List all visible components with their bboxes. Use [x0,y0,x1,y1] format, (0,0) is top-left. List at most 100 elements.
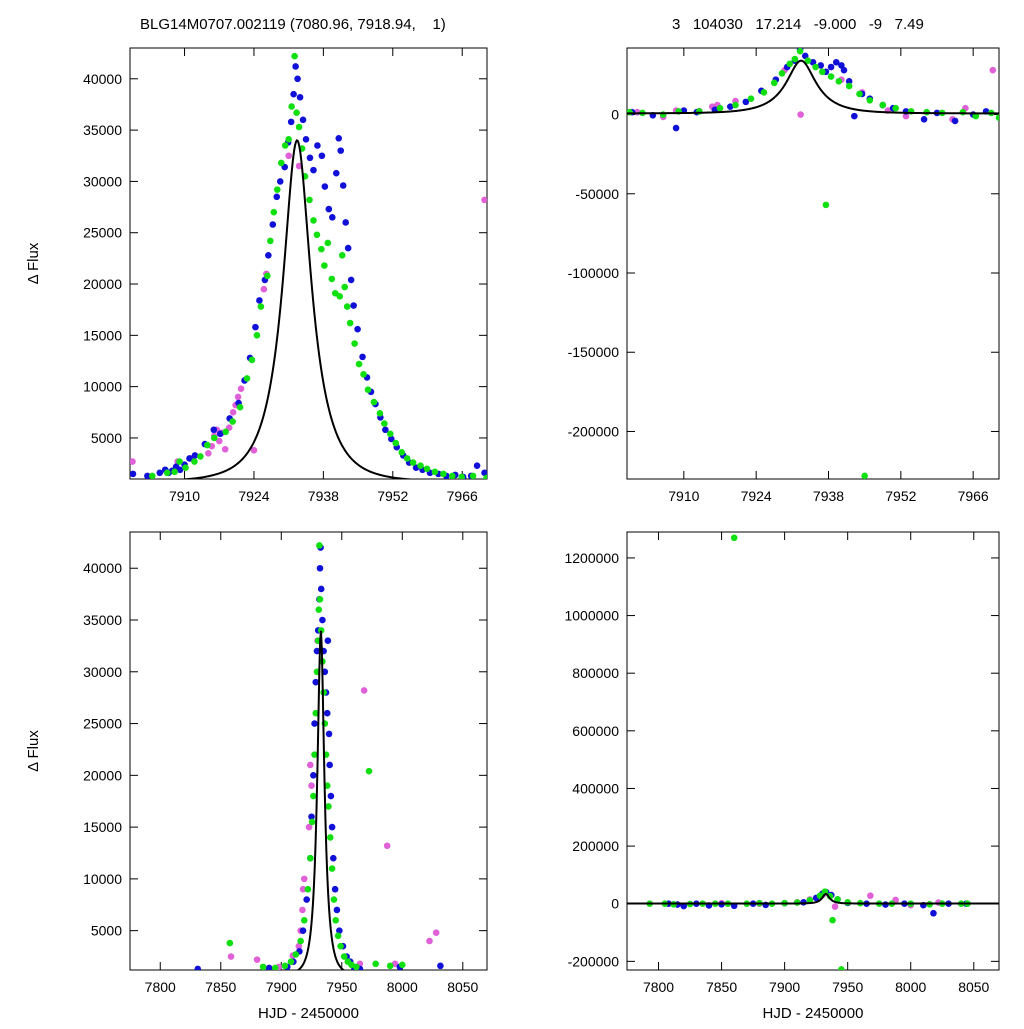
data-point-green [355,360,363,368]
data-point-green [834,896,841,903]
data-point-green [308,818,316,826]
data-point-blue [299,927,307,934]
data-point-magenta [797,111,804,118]
data-point-blue [269,221,277,228]
data-point-magenta [299,885,307,893]
data-point-green [365,767,373,775]
data-point-green [311,751,318,758]
y-tick-label: 800000 [572,665,619,681]
data-point-green [372,960,379,968]
x-tick-label: 7924 [238,488,269,504]
data-point-green [236,403,244,411]
data-point-green [351,340,358,347]
data-point-green [972,112,980,120]
data-point-green [386,962,394,970]
data-point-magenta [308,782,315,789]
data-point-blue [194,965,202,970]
x-tick-label: 7950 [326,979,357,995]
x-tick-label: 8000 [387,979,418,995]
data-point-green [271,964,279,970]
data-point-green [835,77,843,85]
data-point-green [376,410,384,417]
data-point-green [285,136,292,143]
data-point-green [259,963,267,970]
data-point-blue [672,124,680,132]
data-point-green [297,937,304,945]
data-point-green [281,142,289,149]
data-point-green [861,472,868,479]
data-point-magenta [237,385,245,392]
data-point-blue [310,166,317,174]
y-tick-label: 20000 [83,767,122,783]
data-point-magenta [227,953,235,960]
data-point-green [338,251,346,259]
y-tick-label: 5000 [91,430,122,446]
data-point-magenta [234,393,242,401]
data-point-blue [324,637,332,645]
data-point-magenta [260,285,268,293]
data-point-blue [342,219,349,226]
data-point-blue [331,885,339,893]
data-point-blue [437,962,444,970]
data-point-blue [327,792,335,800]
y-tick-label: 20000 [83,276,122,292]
x-tick-label: 7952 [885,488,916,504]
data-point-green [315,606,323,613]
data-point-green [229,418,236,425]
data-point-blue [318,152,326,160]
data-point-green [273,186,281,193]
data-point-green [176,458,183,465]
data-point-blue [473,462,481,469]
model-curve [175,139,419,479]
x-tick-label: 7850 [706,979,737,995]
data-point-green [838,966,845,970]
data-point-blue [335,135,343,142]
data-point-blue [176,466,184,474]
data-point-blue [303,896,310,903]
data-point-green [353,963,360,970]
x-tick-label: 7850 [205,979,236,995]
data-point-green [716,104,724,112]
data-point-green [222,428,229,436]
data-point-green [995,114,999,122]
data-point-green [287,958,295,966]
data-point-blue [294,75,301,83]
data-point-blue [156,469,164,477]
data-point-green [332,916,340,924]
model-curve [296,630,346,970]
data-point-green [163,469,171,477]
data-point-green [341,283,348,291]
data-point-green [819,68,826,76]
data-point-green [370,398,378,406]
data-point-green [829,916,836,924]
data-point-magenta [229,408,237,416]
data-layer [194,542,444,970]
data-point-green [423,465,431,473]
data-point-green [786,60,794,68]
y-tick-label: -200000 [568,953,620,969]
data-point-green [197,453,204,460]
data-point-green [959,108,967,116]
data-point-green [306,196,313,204]
data-point-magenta [253,956,261,963]
data-point-blue [920,116,928,123]
data-point-magenta [295,942,303,950]
data-point-green [281,962,289,970]
y-tick-label: -50000 [575,186,619,202]
x-tick-label: 7800 [145,979,176,995]
data-point-green [270,208,278,216]
data-point-green [321,262,328,269]
x-tick-label: 8000 [895,979,926,995]
data-point-green [253,332,261,339]
data-point-green [292,951,300,958]
data-point-blue [292,63,299,70]
data-point-green [248,356,256,364]
data-point-magenta [130,458,136,465]
data-point-green [326,834,334,841]
data-point-blue [287,118,295,126]
data-point-blue [302,136,310,143]
data-point-green [431,468,439,476]
data-point-green [257,303,265,310]
data-point-magenta [902,112,910,120]
data-point-blue [186,455,193,462]
